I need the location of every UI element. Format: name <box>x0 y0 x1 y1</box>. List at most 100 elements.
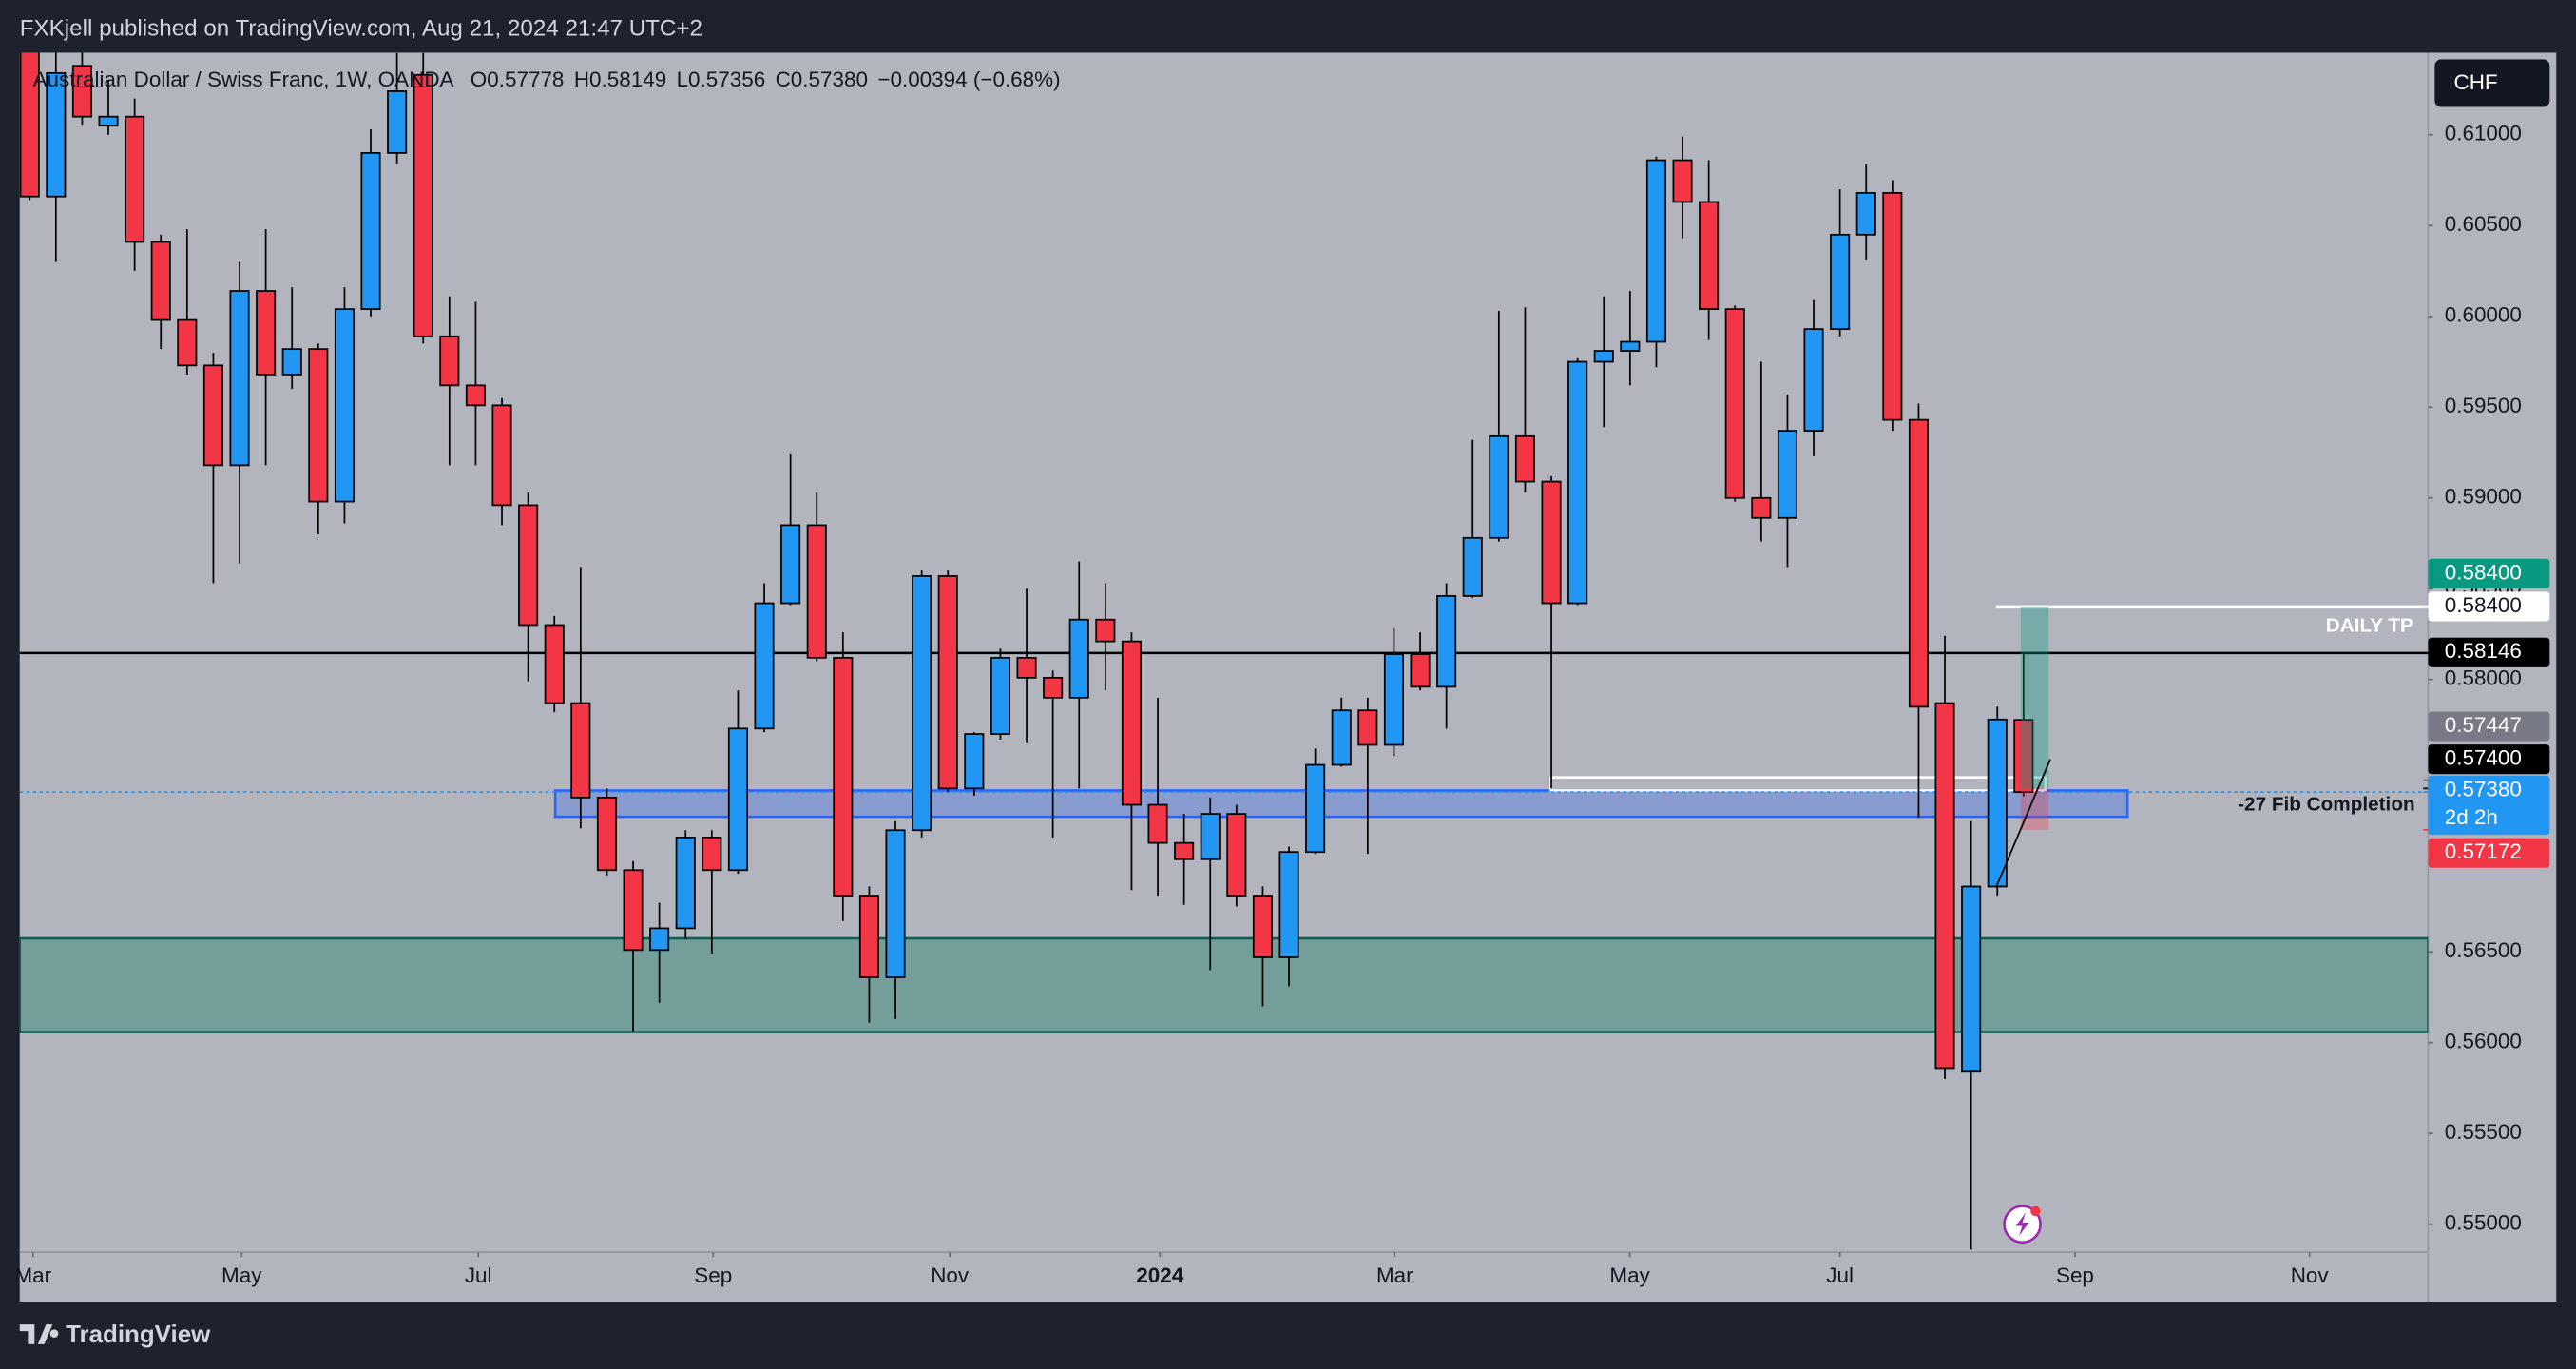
x-tick-label: Nov <box>2291 1263 2330 1287</box>
legend-high: H0.58149 <box>574 67 666 91</box>
candle-body <box>1016 656 1037 679</box>
price-label: 0.58400 <box>2445 560 2522 584</box>
candle-body <box>2013 719 2034 794</box>
support-zone <box>553 789 2129 819</box>
candle-body <box>1751 496 1772 519</box>
price-label: 0.58400 <box>2445 593 2522 617</box>
candle-body <box>71 65 92 118</box>
tp-label: DAILY TP <box>2326 615 2413 637</box>
candle-body <box>98 115 119 127</box>
candle-body <box>1567 360 1588 605</box>
candle-body <box>1934 702 1955 1070</box>
price-label-box <box>2428 775 2550 836</box>
plot-background <box>19 52 2557 1302</box>
candle-body <box>465 384 486 407</box>
currency-button[interactable] <box>2434 59 2550 107</box>
candle-body <box>1252 895 1273 958</box>
candle-body <box>1620 340 1641 352</box>
candle-body <box>1489 434 1509 539</box>
candle-body <box>1278 851 1299 958</box>
candle-body <box>1147 803 1168 844</box>
candle-body <box>649 927 670 952</box>
candle-body <box>544 624 565 704</box>
brand: TradingView <box>66 1321 211 1348</box>
candle-body <box>1699 201 1720 311</box>
price-label-box <box>2428 558 2550 588</box>
price-label-box <box>2428 838 2550 868</box>
trend-line <box>1995 759 2051 888</box>
candle-body <box>964 733 985 790</box>
candle-body <box>1357 709 1378 746</box>
y-tick-label: 0.60000 <box>2445 303 2522 327</box>
candle-body <box>387 90 408 154</box>
candle-body <box>596 797 617 872</box>
candle-body <box>990 656 1010 735</box>
candle-body <box>1777 430 1797 519</box>
candle-body <box>334 308 355 503</box>
y-tick-label: 0.61000 <box>2445 122 2522 145</box>
candle-body <box>858 895 879 978</box>
y-tick-label: 0.55500 <box>2445 1120 2522 1144</box>
x-tick-label: 2024 <box>1136 1263 1183 1287</box>
x-tick-label: May <box>1609 1263 1650 1287</box>
plot <box>19 52 2429 1250</box>
candle-body <box>281 348 302 376</box>
price-label: 0.57172 <box>2445 839 2522 863</box>
candle-body <box>1961 885 1982 1073</box>
candle-body <box>1436 595 1457 688</box>
x-tick-label: Sep <box>2056 1263 2094 1287</box>
price-label-box <box>2428 711 2550 742</box>
lightning-icon <box>2003 1205 2042 1244</box>
price-label: 0.58146 <box>2445 639 2522 663</box>
candle-body <box>125 115 145 243</box>
candle-body <box>46 71 67 198</box>
candle-body <box>1174 841 1195 860</box>
price-label-box <box>2428 591 2550 622</box>
price-label-box <box>2428 744 2550 775</box>
candle-body <box>1383 653 1404 746</box>
candle-body <box>413 73 433 337</box>
candle-body <box>1855 192 1876 236</box>
x-tick-label: Nov <box>931 1263 970 1287</box>
x-tick-label: May <box>221 1263 262 1287</box>
candle-body <box>1095 618 1116 643</box>
price-label: 0.57447 <box>2445 713 2522 737</box>
position-profit <box>2020 607 2049 789</box>
candle-body <box>754 602 775 730</box>
candle-body <box>780 524 801 605</box>
candle-body <box>806 524 827 659</box>
candle-body <box>727 727 748 872</box>
footer-logo: TradingView <box>19 1321 211 1348</box>
candle-body <box>885 829 906 978</box>
candle-body <box>1226 813 1247 897</box>
candle-body <box>1672 159 1693 203</box>
legend-low: L0.57356 <box>677 67 766 91</box>
candle-body <box>937 575 958 790</box>
candle-body <box>491 404 512 507</box>
candle-body <box>19 52 40 198</box>
candle-body <box>518 504 539 627</box>
candle-body <box>1645 159 1666 343</box>
candle-body <box>177 318 198 367</box>
candle-body <box>1462 536 1483 597</box>
candle-body <box>833 656 854 897</box>
y-tick-label: 0.56000 <box>2445 1030 2522 1053</box>
candle-body <box>229 290 250 467</box>
y-tick-label: 0.59000 <box>2445 485 2522 509</box>
countdown: 2d 2h <box>2445 805 2498 829</box>
x-tick-label: Mar <box>14 1263 51 1287</box>
legend-close: C0.57380 <box>776 67 868 91</box>
currency-label[interactable]: CHF <box>2453 70 2497 94</box>
candle-body <box>1724 308 1745 499</box>
candle-body <box>1593 350 1614 363</box>
candle-body <box>308 348 329 503</box>
price-label-box <box>2428 637 2550 667</box>
y-tick-label: 0.58000 <box>2445 666 2522 690</box>
candle-body <box>439 335 460 387</box>
candle-body <box>1068 618 1089 699</box>
price-label: 0.57400 <box>2445 746 2522 770</box>
demand-zone <box>19 936 2429 1033</box>
candle-body <box>1200 813 1221 860</box>
